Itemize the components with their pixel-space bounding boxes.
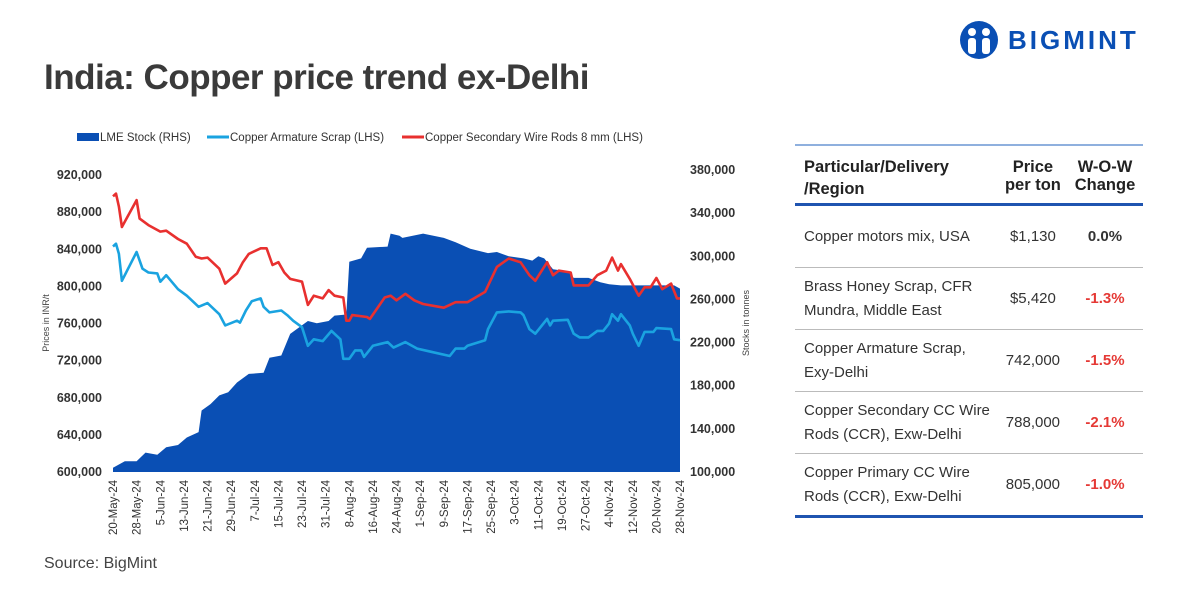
y2-tick-label: 340,000	[690, 206, 735, 220]
y2-tick-label: 180,000	[690, 379, 735, 393]
x-tick-label: 1-Sep-24	[415, 479, 427, 527]
table-row: Brass Honey Scrap, CFR Mundra, Middle Ea…	[795, 268, 1143, 330]
x-tick-label: 20-Nov-24	[651, 479, 663, 533]
price-table: Particular/Delivery /Region Price per to…	[795, 144, 1143, 518]
legend-swatch-lme	[77, 133, 99, 141]
row-price: 805,000	[1005, 476, 1061, 493]
y-tick-label: 800,000	[57, 279, 102, 293]
y2-tick-label: 260,000	[690, 292, 735, 306]
x-tick-label: 16-Aug-24	[368, 479, 380, 533]
x-tick-label: 5-Jun-24	[155, 479, 167, 525]
legend-swatch-armature	[207, 135, 229, 139]
lme-stock-area	[113, 233, 680, 472]
y-tick-label: 760,000	[57, 317, 102, 331]
y2-tick-label: 220,000	[690, 336, 735, 350]
y-tick-label: 880,000	[57, 205, 102, 219]
y-tick-label: 840,000	[57, 242, 102, 256]
y2-tick-label: 140,000	[690, 422, 735, 436]
x-tick-label: 19-Oct-24	[557, 479, 569, 531]
page-title: India: Copper price trend ex-Delhi	[44, 58, 590, 97]
y-tick-label: 600,000	[57, 465, 102, 479]
x-tick-label: 8-Aug-24	[344, 479, 356, 527]
legend-label: Copper Armature Scrap (LHS)	[230, 132, 384, 144]
legend-swatch-wire-rods	[402, 135, 424, 139]
x-tick-label: 12-Nov-24	[628, 479, 640, 533]
table-row: Copper Primary CC Wire Rods (CCR), Exw-D…	[795, 454, 1143, 518]
header-change: W-O-W Change	[1074, 158, 1136, 194]
x-tick-label: 20-May-24	[108, 479, 120, 535]
x-tick-label: 23-Jul-24	[297, 479, 309, 528]
header-particular: Particular/Delivery /Region	[804, 158, 949, 198]
y2-tick-label: 100,000	[690, 465, 735, 479]
row-change: -2.1%	[1085, 414, 1125, 431]
x-tick-label: 9-Sep-24	[439, 479, 451, 527]
brand-name: BIGMINT	[1008, 24, 1139, 55]
x-tick-label: 28-Nov-24	[675, 479, 687, 533]
logo-people-icon	[960, 21, 998, 59]
x-tick-label: 3-Oct-24	[510, 479, 522, 524]
row-price: $1,130	[1009, 228, 1056, 245]
table-header: Particular/Delivery /Region Price per to…	[795, 146, 1143, 206]
row-change: 0.0%	[1087, 228, 1123, 245]
x-tick-label: 4-Nov-24	[604, 479, 616, 527]
y-tick-label: 640,000	[57, 428, 102, 442]
x-tick-label: 7-Jul-24	[250, 479, 262, 521]
row-change: -1.0%	[1085, 476, 1125, 493]
row-item: Copper motors mix, USA	[804, 227, 970, 245]
row-item: Copper Secondary CC Wire Rods (CCR), Exw…	[804, 401, 990, 443]
row-item: Brass Honey Scrap, CFR Mundra, Middle Ea…	[804, 277, 973, 319]
x-tick-label: 13-Jun-24	[179, 479, 191, 531]
y-tick-label: 720,000	[57, 354, 102, 368]
legend-label: LME Stock (RHS)	[100, 132, 191, 144]
row-change: -1.3%	[1085, 290, 1125, 307]
header-price: Price per ton	[1004, 158, 1061, 194]
table-row: Copper Secondary CC Wire Rods (CCR), Exw…	[795, 392, 1143, 454]
x-tick-label: 24-Aug-24	[392, 479, 404, 533]
y-tick-label: 920,000	[57, 168, 102, 182]
source-note: Source: BigMint	[44, 555, 157, 572]
x-tick-label: 31-Jul-24	[321, 479, 333, 528]
y2-axis-label: Stocks in tonnes	[741, 289, 751, 356]
x-tick-label: 21-Jun-24	[203, 479, 215, 531]
table-row: Copper Armature Scrap, Exy-Delhi 742,000…	[795, 330, 1143, 392]
y-tick-label: 680,000	[57, 391, 102, 405]
table-row: Copper motors mix, USA $1,130 0.0%	[795, 206, 1143, 268]
row-item: Copper Armature Scrap, Exy-Delhi	[804, 339, 966, 381]
x-tick-label: 25-Sep-24	[486, 479, 498, 533]
y-axis-label: Prices in INR/t	[41, 294, 51, 352]
x-tick-label: 27-Oct-24	[581, 479, 593, 531]
price-trend-chart: 600,000 640,000 680,000 720,000 760,000 800,0…	[41, 132, 751, 535]
armature-scrap-line	[112, 242, 681, 361]
row-price: $5,420	[1009, 290, 1056, 307]
row-change: -1.5%	[1085, 352, 1125, 369]
row-price: 742,000	[1005, 352, 1061, 369]
legend-label: Copper Secondary Wire Rods 8 mm (LHS)	[425, 132, 643, 144]
y2-tick-label: 300,000	[690, 249, 735, 263]
x-tick-label: 29-Jun-24	[226, 479, 238, 531]
wire-rods-line	[112, 192, 680, 323]
x-tick-label: 17-Sep-24	[462, 479, 474, 533]
row-item: Copper Primary CC Wire Rods (CCR), Exw-D…	[804, 463, 970, 505]
x-tick-label: 28-May-24	[132, 479, 144, 535]
y2-tick-label: 380,000	[690, 163, 735, 177]
bigmint-logo: BIGMINT	[958, 20, 1139, 60]
x-tick-label: 15-Jul-24	[273, 479, 285, 528]
row-price: 788,000	[1005, 414, 1061, 431]
x-tick-label: 11-Oct-24	[533, 479, 545, 530]
